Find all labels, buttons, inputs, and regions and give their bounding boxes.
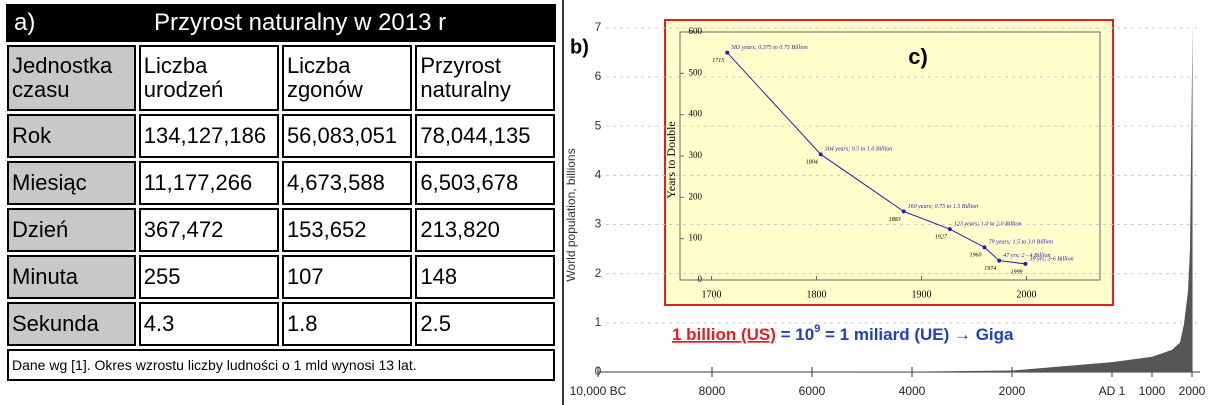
x-tick-label: 2000 (1017, 289, 1037, 300)
point-year: 1927 (935, 235, 948, 241)
x-tick-label: 1000 (1139, 384, 1166, 398)
panel-label: b) (570, 36, 589, 58)
table-cell: Liczba urodzeń (138, 45, 279, 111)
y-tick-label: 1 (595, 315, 602, 329)
inset-frame (664, 19, 1114, 306)
table-row: Dzień 367,472 153,652 213,820 (7, 208, 555, 252)
table-cell: Przyrost naturalny (415, 45, 555, 111)
y-tick-label: 7 (595, 20, 602, 34)
x-tick-label: 6000 (799, 384, 826, 398)
point (1023, 261, 1028, 266)
y-tick-label: 2 (595, 266, 602, 280)
y-tick-label: 6 (595, 69, 602, 83)
point-year: 1715 (712, 58, 724, 64)
table-cell: 78,044,135 (415, 114, 555, 158)
annotation-part: = 1 miliard (UE) → Giga (820, 325, 1014, 344)
y-axis-label: Years to Double (664, 121, 678, 198)
table-cell: 11,177,266 (138, 161, 279, 205)
point (997, 258, 1002, 263)
table-cell: 153,652 (281, 208, 413, 252)
x-tick-label: 1900 (912, 289, 932, 300)
point-year: 1974 (984, 265, 996, 272)
point (818, 152, 823, 157)
title-bar: a) Przyrost naturalny w 2013 r (6, 4, 556, 42)
table-cell: 4.3 (138, 302, 279, 346)
table-row: Rok 134,127,186 56,083,051 78,044,135 (7, 114, 555, 158)
table-cell: Miesiąc (7, 161, 136, 205)
y-tick-label: 4 (595, 168, 602, 182)
annotation-part: 1 billion (US) (672, 325, 776, 344)
point (947, 227, 952, 232)
x-tick-label: 8000 (699, 384, 726, 398)
annotation-part: = 10 (776, 325, 814, 344)
table-row: Miesiąc 11,177,266 4,673,588 6,503,678 (7, 161, 555, 205)
table-cell: 255 (138, 255, 279, 299)
panel-label: a) (14, 9, 36, 36)
table-cell: 107 (281, 255, 413, 299)
point-label: 304 years; 0.5 to 1.0 Billion (824, 146, 893, 153)
panel-label: c) (908, 44, 928, 69)
point-label: 39 yrs; 3-6 Billion (1028, 256, 1073, 262)
table-cell: 367,472 (138, 208, 279, 252)
y-tick-label: 100 (689, 233, 703, 243)
table-cell: 6,503,678 (415, 161, 555, 205)
point-label: 160 years; 0.75 to 1.5 Billion (908, 204, 979, 210)
table-cell: 56,083,051 (281, 114, 413, 158)
y-axis-label: World population, billions (564, 148, 578, 281)
table-cell: Rok (7, 114, 136, 158)
y-tick-label: 5 (595, 118, 602, 132)
table-cell: 4,673,588 (281, 161, 413, 205)
table-panel: a) Przyrost naturalny w 2013 r Jednostka… (4, 4, 558, 381)
y-tick-label: 600 (689, 26, 703, 36)
table-cell: Dzień (7, 208, 136, 252)
point (982, 245, 987, 250)
y-tick-label: 500 (689, 67, 703, 77)
point-label: 583 years; 0.375 to 0.75 Billion (731, 45, 808, 51)
annotation-part: 9 (814, 323, 820, 335)
point-year: 1804 (806, 159, 818, 166)
point (725, 50, 730, 55)
separator (562, 0, 564, 405)
table: Jednostka czasu Liczba urodzeń Liczba zgon… (4, 42, 558, 349)
table-cell: 148 (415, 255, 555, 299)
table-note: Dane wg [1]. Okres wzrostu liczby ludnoś… (7, 349, 555, 381)
point (901, 209, 906, 214)
table-cell: Jednostka czasu (7, 45, 136, 111)
point-year: 1883 (889, 217, 901, 223)
table-cell: 134,127,186 (138, 114, 279, 158)
table-cell: Minuta (7, 255, 136, 299)
point-year: 1960 (970, 253, 982, 259)
x-tick-label: 1700 (702, 289, 722, 300)
point-label: 79 years; 1.5 to 3.0 Billion (989, 240, 1054, 246)
x-tick-label: 4000 (899, 384, 926, 398)
x-tick-label: 2000 (999, 384, 1026, 398)
y-tick-label: 200 (689, 191, 703, 201)
point-year: 1999 (1010, 269, 1022, 275)
table-cell: Sekunda (7, 302, 136, 346)
table-cell: 2.5 (415, 302, 555, 346)
y-tick-label: 3 (595, 217, 602, 231)
table-row: Jednostka czasu Liczba urodzeń Liczba zgon… (7, 45, 555, 111)
x-tick-label: 2000 (1179, 384, 1206, 398)
table-row: Sekunda 4.3 1.8 2.5 (7, 302, 555, 346)
table-cell: Liczba zgonów (281, 45, 413, 111)
x-tick-label: 1800 (807, 289, 827, 300)
x-tick-label: 10,000 BC (570, 384, 627, 398)
table-cell: 1.8 (281, 302, 413, 346)
y-tick-label: 0 (698, 274, 703, 284)
table-cell: 213,820 (415, 208, 555, 252)
point-label: 47 yrs; 2 - 4 Billion (1003, 252, 1050, 259)
x-tick-label: AD 1 (1099, 384, 1126, 398)
annotation: 1 billion (US) = 109 = 1 miliard (UE) → … (672, 323, 1014, 345)
table-title: Przyrost naturalny w 2013 r (154, 9, 447, 36)
y-tick-label: 400 (689, 109, 703, 119)
table-row: Minuta 255 107 148 (7, 255, 555, 299)
point-label: 123 years; 1.0 to 2.0 Billion (954, 222, 1022, 228)
y-tick-label: 300 (689, 150, 703, 160)
